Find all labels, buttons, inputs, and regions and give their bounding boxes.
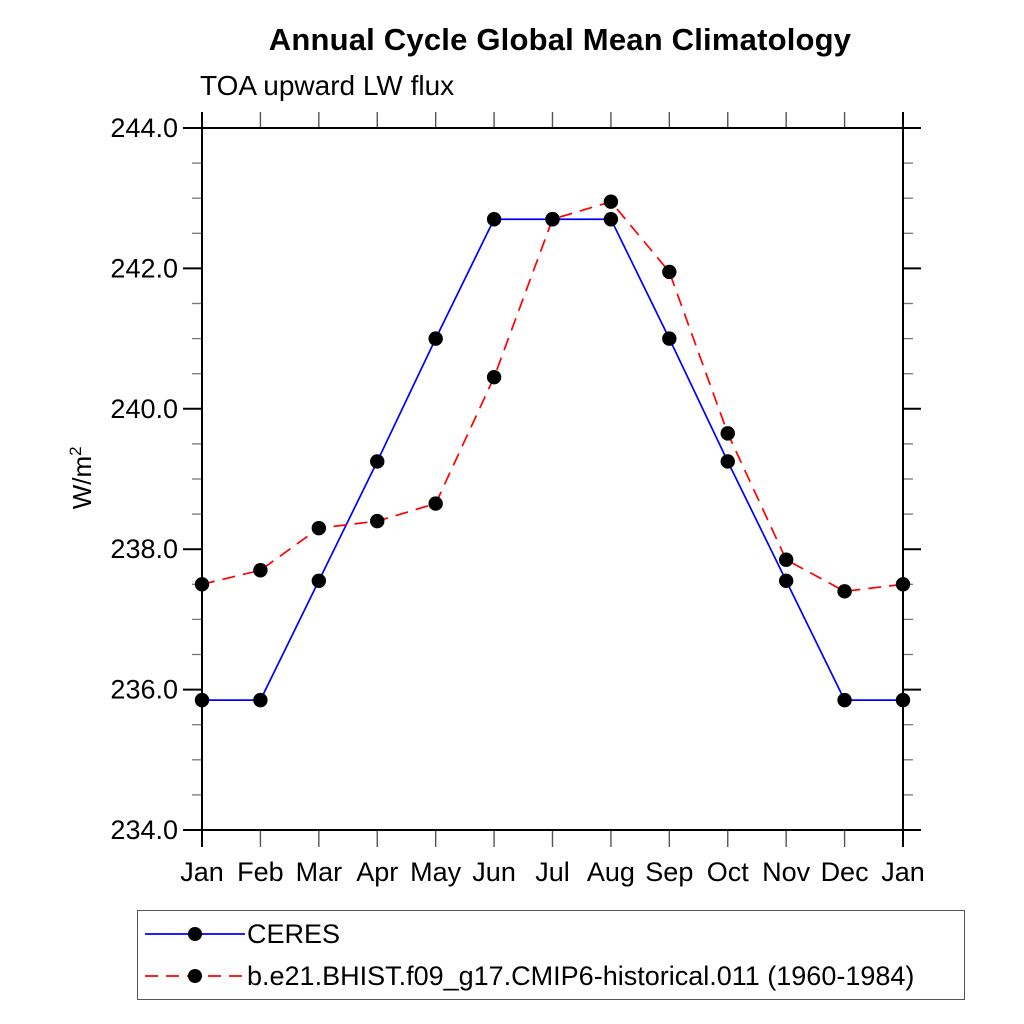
data-point-marker: [370, 513, 385, 529]
data-point-marker: [720, 426, 735, 441]
legend-sample-marker: [188, 927, 202, 941]
data-point-marker: [778, 573, 794, 588]
legend-label-ceres: CERES: [247, 918, 341, 949]
data-point-marker: [545, 212, 560, 227]
chart-subtitle: TOA upward LW flux: [200, 70, 455, 101]
x-axis-tick-label: Jun: [472, 857, 516, 887]
data-point-marker: [370, 454, 385, 469]
x-axis-tick-label: Dec: [821, 857, 869, 887]
data-point-marker: [486, 212, 502, 227]
series-line-ceres: [202, 218, 903, 701]
x-axis-tick-label: Mar: [296, 857, 343, 887]
x-axis-tick-label: Nov: [762, 857, 811, 887]
series-line-model: [201, 200, 904, 593]
x-axis-tick-label: Jan: [180, 857, 224, 887]
legend-line-sample-model: [145, 969, 245, 983]
y-axis-tick-label: 242.0: [110, 253, 178, 283]
data-point-marker: [253, 563, 268, 578]
x-axis-tick-label: Oct: [707, 857, 750, 887]
data-point-marker: [837, 692, 852, 708]
data-point-marker: [662, 264, 677, 280]
data-point-marker: [662, 331, 677, 346]
y-axis-tick-label: 238.0: [110, 534, 178, 564]
legend-entry-model: b.e21.BHIST.f09_g17.CMIP6-historical.011…: [138, 955, 964, 997]
data-point-marker: [603, 212, 619, 227]
data-point-marker: [837, 584, 852, 599]
data-point-marker: [720, 454, 735, 469]
data-point-marker: [778, 552, 794, 567]
y-axis-tick-label: 236.0: [110, 675, 178, 705]
data-point-marker: [895, 692, 911, 708]
data-point-marker: [194, 692, 210, 708]
data-point-marker: [603, 194, 619, 209]
data-point-marker: [194, 577, 210, 592]
data-point-marker: [311, 520, 327, 536]
x-axis-tick-label: May: [410, 857, 462, 887]
data-point-marker: [253, 692, 268, 708]
legend-entry-ceres: CERES: [138, 913, 964, 955]
x-axis-tick-label: Jul: [535, 857, 570, 887]
legend-label-model: b.e21.BHIST.f09_g17.CMIP6-historical.011…: [247, 960, 915, 991]
x-axis-tick-label: Jan: [881, 857, 925, 887]
x-axis-tick-label: Sep: [645, 857, 693, 887]
data-point-marker: [311, 573, 327, 588]
data-point-marker: [486, 370, 502, 385]
data-point-marker: [428, 496, 443, 511]
legend-line-sample-ceres: [145, 927, 245, 941]
data-point-marker: [428, 331, 443, 346]
y-axis-tick-label: 234.0: [110, 815, 178, 845]
legend-sample-marker: [188, 969, 202, 983]
y-axis-tick-label: 244.0: [110, 113, 178, 143]
x-axis-tick-label: Feb: [237, 857, 284, 887]
legend-box: CERES b.e21.BHIST.f09_g17.CMIP6-historic…: [137, 910, 965, 1000]
y-axis-tick-label: 240.0: [110, 394, 178, 424]
x-axis-tick-label: Apr: [356, 857, 398, 887]
data-point-marker: [895, 577, 911, 592]
x-axis-tick-label: Aug: [587, 857, 635, 887]
chart-title: Annual Cycle Global Mean Climatology: [268, 22, 852, 57]
